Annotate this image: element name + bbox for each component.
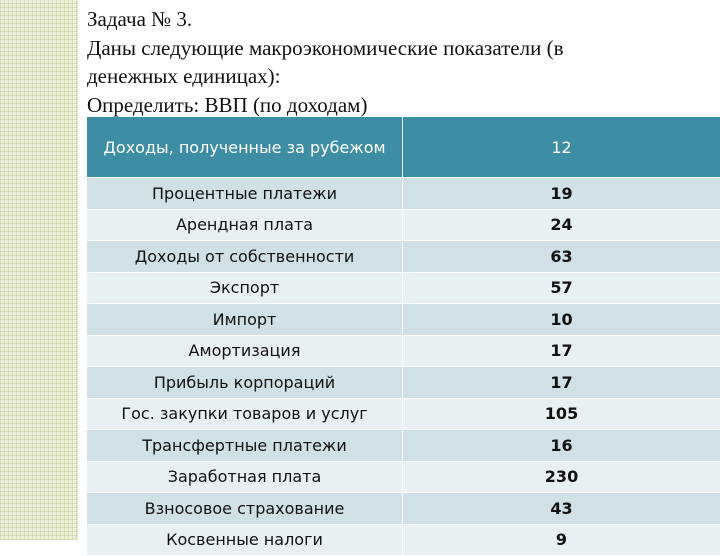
task-condition-line-1: Даны следующие макроэкономические показа… [87,34,712,63]
row-value: 19 [403,178,720,210]
table-row: Доходы от собственности 63 [87,241,720,273]
task-question: Определить: ВВП (по доходам) [87,91,712,120]
row-value: 17 [403,367,720,399]
row-label: Прибыль корпораций [87,367,403,399]
task-text: Задача № 3. Даны следующие макроэкономич… [87,5,712,119]
indicators-table: Доходы, полученные за рубежом 12 Процент… [87,117,720,556]
table-row: Процентные платежи 19 [87,178,720,210]
row-value: 105 [403,398,720,430]
row-label: Экспорт [87,272,403,304]
decorative-side-pattern [0,0,78,540]
row-value: 230 [403,461,720,493]
row-label: Доходы от собственности [87,241,403,273]
row-label: Трансфертные платежи [87,430,403,462]
header-label: Доходы, полученные за рубежом [87,117,403,178]
row-label: Амортизация [87,335,403,367]
row-value: 10 [403,304,720,336]
task-condition-line-2: денежных единицах): [87,62,712,91]
row-value: 43 [403,493,720,525]
table-row: Взносовое страхование 43 [87,493,720,525]
header-value: 12 [403,117,720,178]
row-label: Процентные платежи [87,178,403,210]
row-value: 17 [403,335,720,367]
row-value: 63 [403,241,720,273]
table-row: Трансфертные платежи 16 [87,430,720,462]
table-header-row: Доходы, полученные за рубежом 12 [87,117,720,178]
row-label: Гос. закупки товаров и услуг [87,398,403,430]
row-label: Импорт [87,304,403,336]
row-value: 57 [403,272,720,304]
table-row: Гос. закупки товаров и услуг 105 [87,398,720,430]
table-row: Экспорт 57 [87,272,720,304]
table-row: Заработная плата 230 [87,461,720,493]
table-row: Импорт 10 [87,304,720,336]
table-row: Прибыль корпораций 17 [87,367,720,399]
table-row: Амортизация 17 [87,335,720,367]
row-value: 24 [403,209,720,241]
row-label: Арендная плата [87,209,403,241]
row-value: 16 [403,430,720,462]
task-title: Задача № 3. [87,5,712,34]
row-label: Взносовое страхование [87,493,403,525]
table-row: Арендная плата 24 [87,209,720,241]
row-label: Заработная плата [87,461,403,493]
